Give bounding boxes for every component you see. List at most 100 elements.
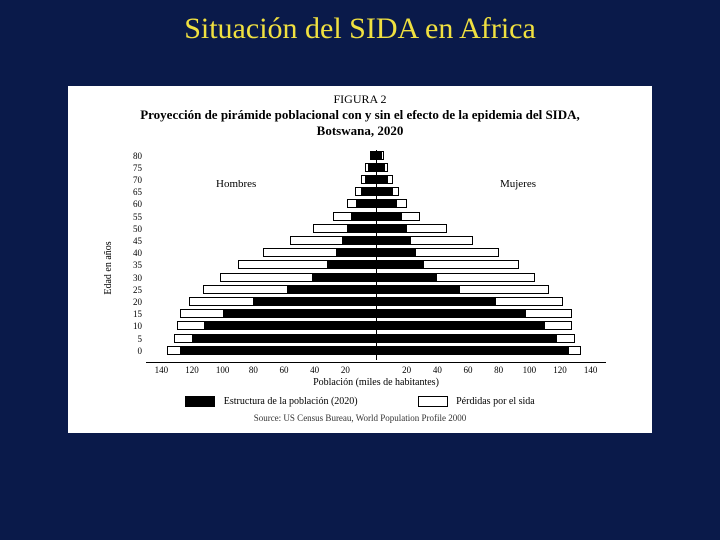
female-solid-bar (376, 187, 393, 196)
x-tick-label: 60 (280, 365, 289, 375)
age-label: 70 (116, 174, 142, 186)
legend-item-solid: Estructura de la población (2020) (185, 396, 357, 407)
male-solid-bar (342, 236, 376, 245)
figure-title: Proyección de pirámide poblacional con y… (76, 107, 644, 140)
figure-source: Source: US Census Bureau, World Populati… (76, 413, 644, 423)
female-solid-bar (376, 285, 460, 294)
x-tick-label: 140 (155, 365, 169, 375)
legend-label-hollow: Pérdidas por el sida (456, 396, 535, 407)
female-solid-bar (376, 236, 411, 245)
x-tick-label: 20 (402, 365, 411, 375)
age-label: 50 (116, 223, 142, 235)
plot-area: Hombres Mujeres (146, 150, 606, 360)
slide-title: Situación del SIDA en Africa (0, 0, 720, 56)
legend-item-hollow: Pérdidas por el sida (418, 396, 535, 407)
figure-label: FIGURA 2 (76, 92, 644, 107)
male-solid-bar (204, 321, 376, 330)
female-solid-bar (376, 224, 407, 233)
x-tick-label: 80 (249, 365, 258, 375)
age-label: 55 (116, 211, 142, 223)
male-solid-bar (223, 309, 376, 318)
pyramid-row (146, 235, 606, 247)
male-solid-bar (312, 273, 376, 282)
pyramid-row (146, 186, 606, 198)
male-solid-bar (365, 175, 376, 184)
female-solid-bar (376, 151, 382, 160)
age-label: 35 (116, 259, 142, 271)
male-solid-bar (351, 212, 376, 221)
legend-label-solid: Estructura de la población (2020) (224, 396, 358, 407)
pyramid-row (146, 345, 606, 357)
x-tick-label: 40 (310, 365, 319, 375)
legend: Estructura de la población (2020) Pérdid… (80, 396, 640, 407)
pyramid-row (146, 247, 606, 259)
female-solid-bar (376, 163, 385, 172)
pyramid-row (146, 296, 606, 308)
female-solid-bar (376, 199, 397, 208)
figure-title-line1: Proyección de pirámide poblacional con y… (140, 107, 580, 122)
x-axis: Población (miles de habitantes) 140 120 10… (146, 362, 606, 391)
figure-title-line2: Botswana, 2020 (317, 123, 404, 138)
pyramid-row (146, 174, 606, 186)
male-solid-bar (287, 285, 376, 294)
age-label: 10 (116, 320, 142, 332)
female-solid-bar (376, 346, 569, 355)
age-label: 45 (116, 235, 142, 247)
x-tick-label: 60 (464, 365, 473, 375)
male-solid-bar (347, 224, 376, 233)
male-solid-bar (361, 187, 376, 196)
pyramid-row (146, 308, 606, 320)
male-solid-bar (327, 260, 376, 269)
female-solid-bar (376, 297, 496, 306)
pyramid-row (146, 272, 606, 284)
female-solid-bar (376, 321, 545, 330)
female-solid-bar (376, 175, 388, 184)
x-tick-label: 100 (216, 365, 230, 375)
age-label: 15 (116, 308, 142, 320)
male-solid-bar (368, 163, 376, 172)
figure-panel: FIGURA 2 Proyección de pirámide poblacio… (68, 86, 652, 433)
age-label: 5 (116, 333, 142, 345)
pyramid-row (146, 320, 606, 332)
x-tick-label: 80 (494, 365, 503, 375)
age-label: 25 (116, 284, 142, 296)
x-tick-label: 120 (185, 365, 199, 375)
age-label: 80 (116, 150, 142, 162)
pyramid-row (146, 333, 606, 345)
y-axis-title: Edad en años (103, 241, 114, 294)
pyramid-chart: Edad en años 807570656055504540353025201… (80, 144, 640, 392)
x-tick-label: 20 (341, 365, 350, 375)
pyramid-row (146, 150, 606, 162)
female-solid-bar (376, 212, 402, 221)
x-tick-label: 140 (584, 365, 598, 375)
age-label: 30 (116, 272, 142, 284)
male-solid-bar (336, 248, 376, 257)
female-solid-bar (376, 260, 424, 269)
pyramid-row (146, 211, 606, 223)
age-label: 75 (116, 162, 142, 174)
female-solid-bar (376, 309, 526, 318)
pyramid-row (146, 284, 606, 296)
legend-swatch-solid (185, 396, 215, 407)
female-solid-bar (376, 334, 557, 343)
age-label: 60 (116, 198, 142, 210)
age-label: 40 (116, 247, 142, 259)
pyramid-row (146, 223, 606, 235)
age-axis-labels: 80757065605550454035302520151050 (116, 150, 142, 357)
age-label: 0 (116, 345, 142, 357)
x-tick-label: 40 (433, 365, 442, 375)
legend-swatch-hollow (418, 396, 448, 407)
female-solid-bar (376, 248, 416, 257)
male-solid-bar (356, 199, 376, 208)
age-label: 65 (116, 186, 142, 198)
pyramid-row (146, 198, 606, 210)
x-axis-title: Población (miles de habitantes) (146, 377, 606, 388)
x-tick-label: 120 (553, 365, 567, 375)
female-solid-bar (376, 273, 437, 282)
male-solid-bar (180, 346, 376, 355)
male-solid-bar (253, 297, 376, 306)
pyramid-row (146, 259, 606, 271)
pyramid-row (146, 162, 606, 174)
x-tick-label: 100 (523, 365, 537, 375)
male-solid-bar (192, 334, 376, 343)
